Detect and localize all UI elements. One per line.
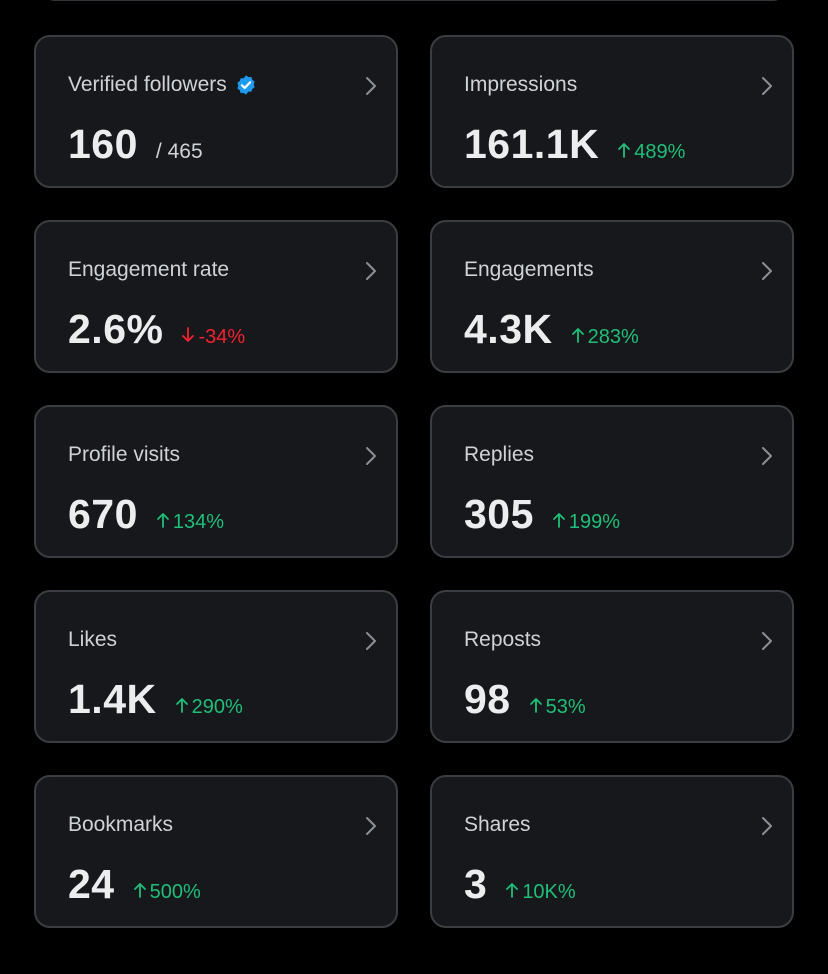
arrow-down-icon [182, 327, 195, 342]
arrow-up-icon [506, 883, 519, 898]
arrow-up-icon [571, 328, 584, 343]
metric-value: 24 [68, 861, 115, 907]
metric-card-engagement-rate[interactable]: Engagement rate 2.6% -34% [34, 220, 398, 373]
metric-change: 290% [175, 696, 243, 719]
chevron-right-icon [762, 262, 772, 280]
metric-label: Shares [464, 813, 531, 836]
metric-value: 2.6% [68, 306, 164, 352]
metric-value: 1.4K [68, 676, 157, 722]
metric-value: 670 [68, 491, 138, 537]
metric-label: Reposts [464, 628, 542, 651]
chevron-right-icon [762, 447, 772, 465]
metric-change: 134% [156, 511, 224, 534]
metric-label: Bookmarks [68, 813, 174, 836]
chevron-right-icon [366, 77, 376, 95]
metric-card-profile-visits[interactable]: Profile visits 670 134% [34, 405, 398, 558]
metric-card-impressions[interactable]: Impressions 161.1K 489% [430, 35, 794, 188]
chevron-right-icon [366, 817, 376, 835]
metric-change-value: 53% [545, 696, 586, 718]
previous-card-edge [44, 0, 784, 1]
arrow-up-icon [133, 883, 146, 898]
metric-card-shares[interactable]: Shares 3 10K% [430, 775, 794, 928]
metric-card-reposts[interactable]: Reposts 98 53% [430, 590, 794, 743]
metric-change: 500% [133, 881, 201, 904]
metric-change-value: 500% [149, 881, 201, 903]
metric-change: -34% [181, 326, 245, 349]
arrow-up-icon [618, 143, 631, 158]
metric-change-value: 290% [191, 696, 243, 718]
metric-card-replies[interactable]: Replies 305 199% [430, 405, 794, 558]
metric-change: 10K% [505, 881, 576, 904]
arrow-up-icon [157, 513, 169, 528]
metric-label: Engagement rate [68, 258, 230, 281]
chevron-right-icon [366, 447, 376, 465]
chevron-right-icon [762, 632, 772, 650]
metric-label: Replies [464, 443, 535, 466]
chevron-right-icon [366, 632, 376, 650]
metric-card-engagements[interactable]: Engagements 4.3K 283% [430, 220, 794, 373]
metric-card-bookmarks[interactable]: Bookmarks 24 500% [34, 775, 398, 928]
metrics-grid: Verified followers 160 / 465 Impressions… [34, 35, 794, 928]
metric-label: Impressions [464, 73, 578, 96]
metric-value: 98 [464, 676, 511, 722]
metric-change-value: 134% [172, 511, 225, 533]
metric-value: 160 [68, 121, 138, 167]
metric-change: 53% [529, 696, 586, 719]
chevron-right-icon [366, 262, 376, 280]
chevron-right-icon [762, 817, 772, 835]
metric-change-value: 10K% [522, 881, 576, 903]
metric-total: / 465 [155, 140, 203, 163]
metric-change-value: -34% [198, 326, 246, 348]
chevron-right-icon [762, 77, 772, 95]
metric-change: 283% [571, 326, 639, 349]
metric-card-likes[interactable]: Likes 1.4K 290% [34, 590, 398, 743]
metric-label: Verified followers [68, 73, 227, 96]
verified-badge-icon [237, 75, 255, 95]
metric-value: 161.1K [464, 121, 600, 167]
arrow-up-icon [553, 513, 565, 528]
metric-label: Likes [68, 628, 118, 651]
metric-change: 199% [552, 511, 620, 534]
metric-value: 4.3K [464, 306, 553, 352]
arrow-up-icon [175, 698, 188, 713]
metric-change-value: 199% [568, 511, 621, 533]
metric-label: Profile visits [68, 443, 181, 466]
metric-value: 305 [464, 491, 534, 537]
metric-value: 3 [464, 861, 488, 907]
metric-change: 489% [617, 141, 685, 164]
metric-label: Engagements [464, 258, 594, 281]
metric-change-value: 283% [587, 326, 639, 348]
arrow-up-icon [529, 698, 542, 713]
metric-card-verified-followers[interactable]: Verified followers 160 / 465 [34, 35, 398, 188]
metric-change-value: 489% [634, 141, 686, 163]
